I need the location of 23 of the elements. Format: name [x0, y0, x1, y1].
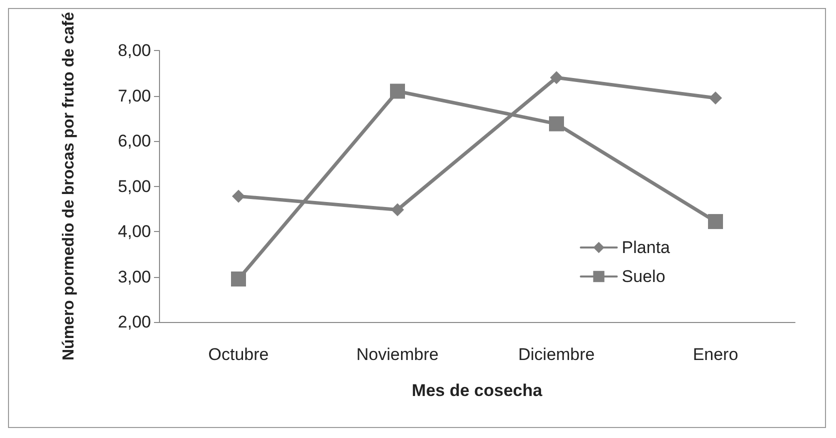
y-axis-title: Número pormedio de brocas por fruto de café [60, 12, 78, 360]
legend-label: Planta [622, 238, 671, 257]
point [550, 71, 563, 84]
x-tick-label: Octubre [208, 345, 269, 364]
x-axis-title: Mes de cosecha [412, 381, 543, 400]
y-tick-label: 3,00 [118, 267, 151, 286]
legend-label: Suelo [622, 267, 666, 286]
x-tick-label: Enero [692, 345, 738, 364]
point [391, 203, 404, 216]
point [708, 214, 723, 230]
x-tick-label: Noviembre [356, 345, 439, 364]
y-tick-label: 7,00 [118, 86, 151, 106]
point [231, 272, 246, 287]
y-tick-label: 8,00 [118, 41, 151, 60]
point [390, 84, 405, 99]
y-tick-label: 6,00 [118, 132, 151, 150]
point [549, 116, 564, 132]
y-tick-label: 2,00 [118, 312, 151, 332]
y-tick-label: 5,00 [118, 176, 151, 196]
x-tick-label: Diciembre [518, 345, 595, 364]
y-tick-label: 4,00 [118, 222, 151, 241]
point [709, 92, 722, 105]
point [232, 190, 245, 203]
